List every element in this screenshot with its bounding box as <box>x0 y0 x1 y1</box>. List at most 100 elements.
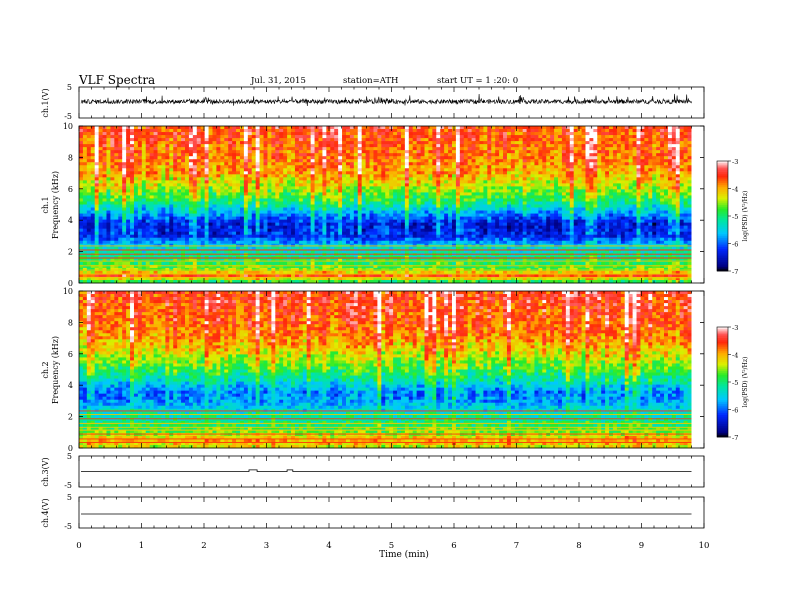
spectrogram-cell <box>275 177 280 181</box>
spectrogram-cell <box>161 141 166 145</box>
spectrogram-cell <box>353 246 359 251</box>
spectrogram-cell <box>263 219 268 224</box>
spectrogram-cell <box>306 240 312 245</box>
spectrogram-cell <box>212 177 217 181</box>
spectrogram-cell <box>416 249 421 254</box>
spectrogram-cell <box>385 204 390 208</box>
spectrogram-cell <box>287 174 292 178</box>
spectrogram-cell <box>118 138 123 142</box>
spectrogram-cell <box>243 189 249 193</box>
spectrogram-cell <box>334 183 339 187</box>
spectrogram-cell <box>263 276 268 281</box>
spectrogram-cell <box>149 162 154 166</box>
spectrogram-cell <box>294 135 300 139</box>
spectrogram-cell <box>236 147 241 151</box>
spectrogram-cell <box>385 195 390 199</box>
spectrogram-cell <box>126 171 131 175</box>
spectrogram-cell <box>342 249 347 254</box>
spectrogram-cell <box>212 246 217 251</box>
spectrogram-cell <box>185 189 190 193</box>
spectrogram-cell <box>239 201 245 205</box>
spectrogram-cell <box>200 195 206 199</box>
spectrogram-cell <box>385 168 390 172</box>
spectrogram-cell <box>149 177 154 181</box>
spectrogram-cell <box>165 195 170 199</box>
spectrogram-cell <box>369 276 374 281</box>
spectrogram-cell <box>157 267 162 272</box>
spectrogram-cell <box>106 177 111 181</box>
spectrogram-cell <box>130 222 135 227</box>
spectrogram-cell <box>267 246 272 251</box>
spectrogram-cell <box>385 216 390 220</box>
spectrogram-cell <box>432 246 437 251</box>
spectrogram-cell <box>302 177 308 181</box>
spectrogram-cell <box>416 270 421 275</box>
spectrogram-cell <box>310 150 315 154</box>
spectrogram-cell <box>393 150 398 154</box>
spectrogram-cell <box>365 234 370 239</box>
spectrogram-cell <box>188 192 194 196</box>
spectrogram-cell <box>310 234 315 239</box>
spectrogram-cell <box>188 240 194 245</box>
spectrogram-cell <box>236 237 241 242</box>
spectrogram-cell <box>90 192 96 196</box>
spectrogram-cell <box>271 279 276 284</box>
spectrogram-cell <box>165 237 170 242</box>
spectrogram-cell <box>165 156 170 160</box>
spectrogram-cell <box>310 171 315 175</box>
spectrogram-cell <box>322 174 327 178</box>
spectrogram-cell <box>102 264 107 269</box>
spectrogram-cell <box>361 129 367 133</box>
spectrogram-cell <box>118 216 123 220</box>
spectrogram-cell <box>86 192 92 196</box>
spectrogram-cell <box>291 270 296 275</box>
spectrogram-cell <box>436 174 441 178</box>
spectrogram-cell <box>357 165 363 169</box>
spectrogram-cell <box>149 234 154 239</box>
spectrogram-cell <box>361 183 367 187</box>
spectrogram-cell <box>291 132 296 136</box>
spectrogram-cell <box>90 270 96 275</box>
spectrogram-cell <box>345 258 351 263</box>
spectrogram-cell <box>196 279 202 284</box>
spectrogram-cell <box>444 132 449 136</box>
spectrogram-cell <box>192 150 198 154</box>
spectrogram-cell <box>200 279 206 284</box>
spectrogram-cell <box>153 159 158 163</box>
spectrogram-cell <box>306 228 312 233</box>
spectrogram-cell <box>208 180 213 184</box>
spectrogram-cell <box>444 159 449 163</box>
spectrogram-cell <box>110 207 115 211</box>
spectrogram-cell <box>298 240 304 245</box>
spectrogram-cell <box>436 183 441 187</box>
spectrogram-cell <box>389 207 394 211</box>
spectrogram-cell <box>310 135 315 139</box>
date-label: Jul. 31, 2015 <box>250 76 306 86</box>
spectrogram-cell <box>275 228 280 233</box>
spectrogram-cell <box>145 171 151 175</box>
spectrogram-cell <box>149 216 154 220</box>
spectrogram-cell <box>373 141 378 145</box>
spectrogram-cell <box>161 156 166 160</box>
spectrogram-cell <box>428 156 433 160</box>
spectrogram-cell <box>220 240 225 245</box>
spectrogram-cell <box>118 219 123 224</box>
spectrogram-cell <box>133 189 139 193</box>
spectrogram-cell <box>243 201 249 205</box>
spectrogram-cell <box>373 156 378 160</box>
spectrogram-cell <box>133 261 139 266</box>
spectrogram-cell <box>432 129 437 133</box>
spectrogram-cell <box>200 207 206 211</box>
spectrogram-cell <box>291 246 296 251</box>
spectrogram-cell <box>287 249 292 254</box>
spectrogram-cell <box>169 255 174 260</box>
spectrogram-cell <box>251 222 257 227</box>
spectrogram-cell <box>200 126 206 130</box>
spectrogram-cell <box>314 186 319 190</box>
spectrogram-cell <box>126 273 131 278</box>
spectrogram-cell <box>330 237 335 242</box>
spectrogram-cell <box>275 171 280 175</box>
spectrogram-cell <box>220 216 225 220</box>
spectrogram-cell <box>122 210 127 214</box>
spectrogram-cell <box>118 183 123 187</box>
